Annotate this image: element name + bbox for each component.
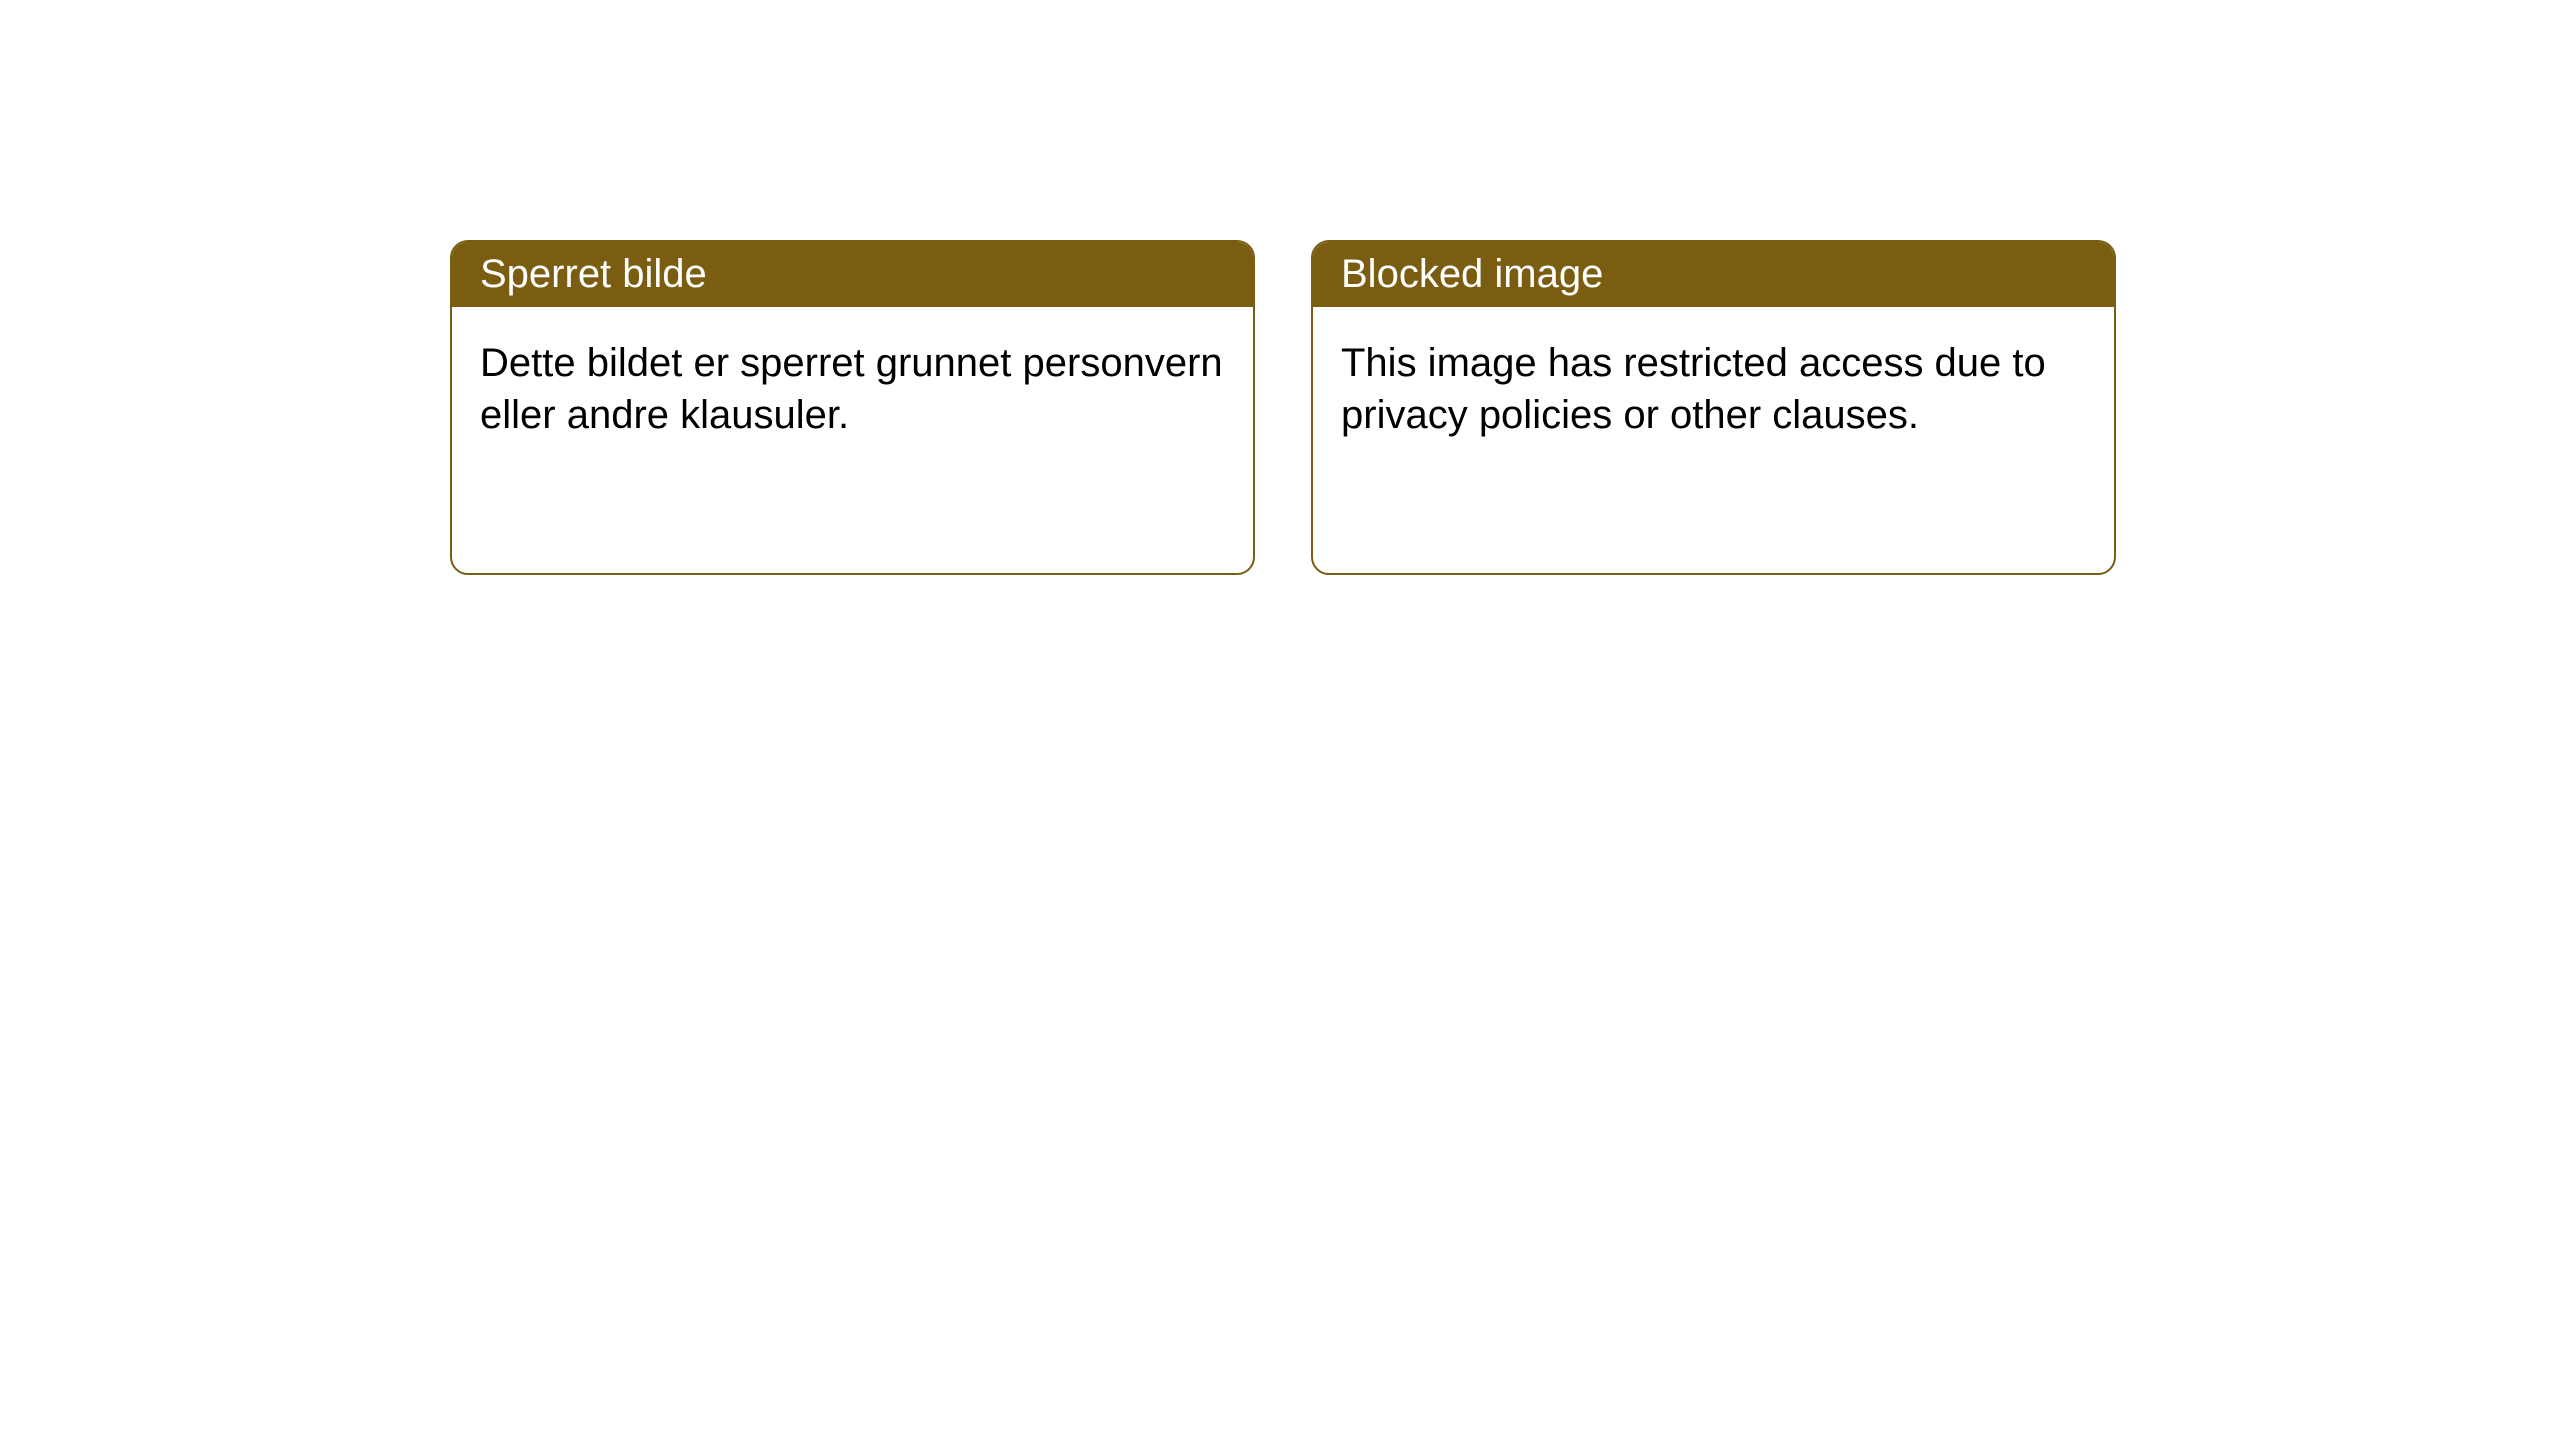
notice-text-norwegian: Dette bildet er sperret grunnet personve… xyxy=(480,341,1223,437)
notice-header-norwegian: Sperret bilde xyxy=(452,242,1253,307)
notice-header-english: Blocked image xyxy=(1313,242,2114,307)
notice-title-norwegian: Sperret bilde xyxy=(480,252,707,296)
notice-text-english: This image has restricted access due to … xyxy=(1341,341,2046,437)
notice-body-english: This image has restricted access due to … xyxy=(1313,307,2114,471)
notice-title-english: Blocked image xyxy=(1341,252,1603,296)
notice-body-norwegian: Dette bildet er sperret grunnet personve… xyxy=(452,307,1253,471)
notice-card-english: Blocked image This image has restricted … xyxy=(1311,240,2116,575)
notice-container: Sperret bilde Dette bildet er sperret gr… xyxy=(0,0,2560,575)
notice-card-norwegian: Sperret bilde Dette bildet er sperret gr… xyxy=(450,240,1255,575)
